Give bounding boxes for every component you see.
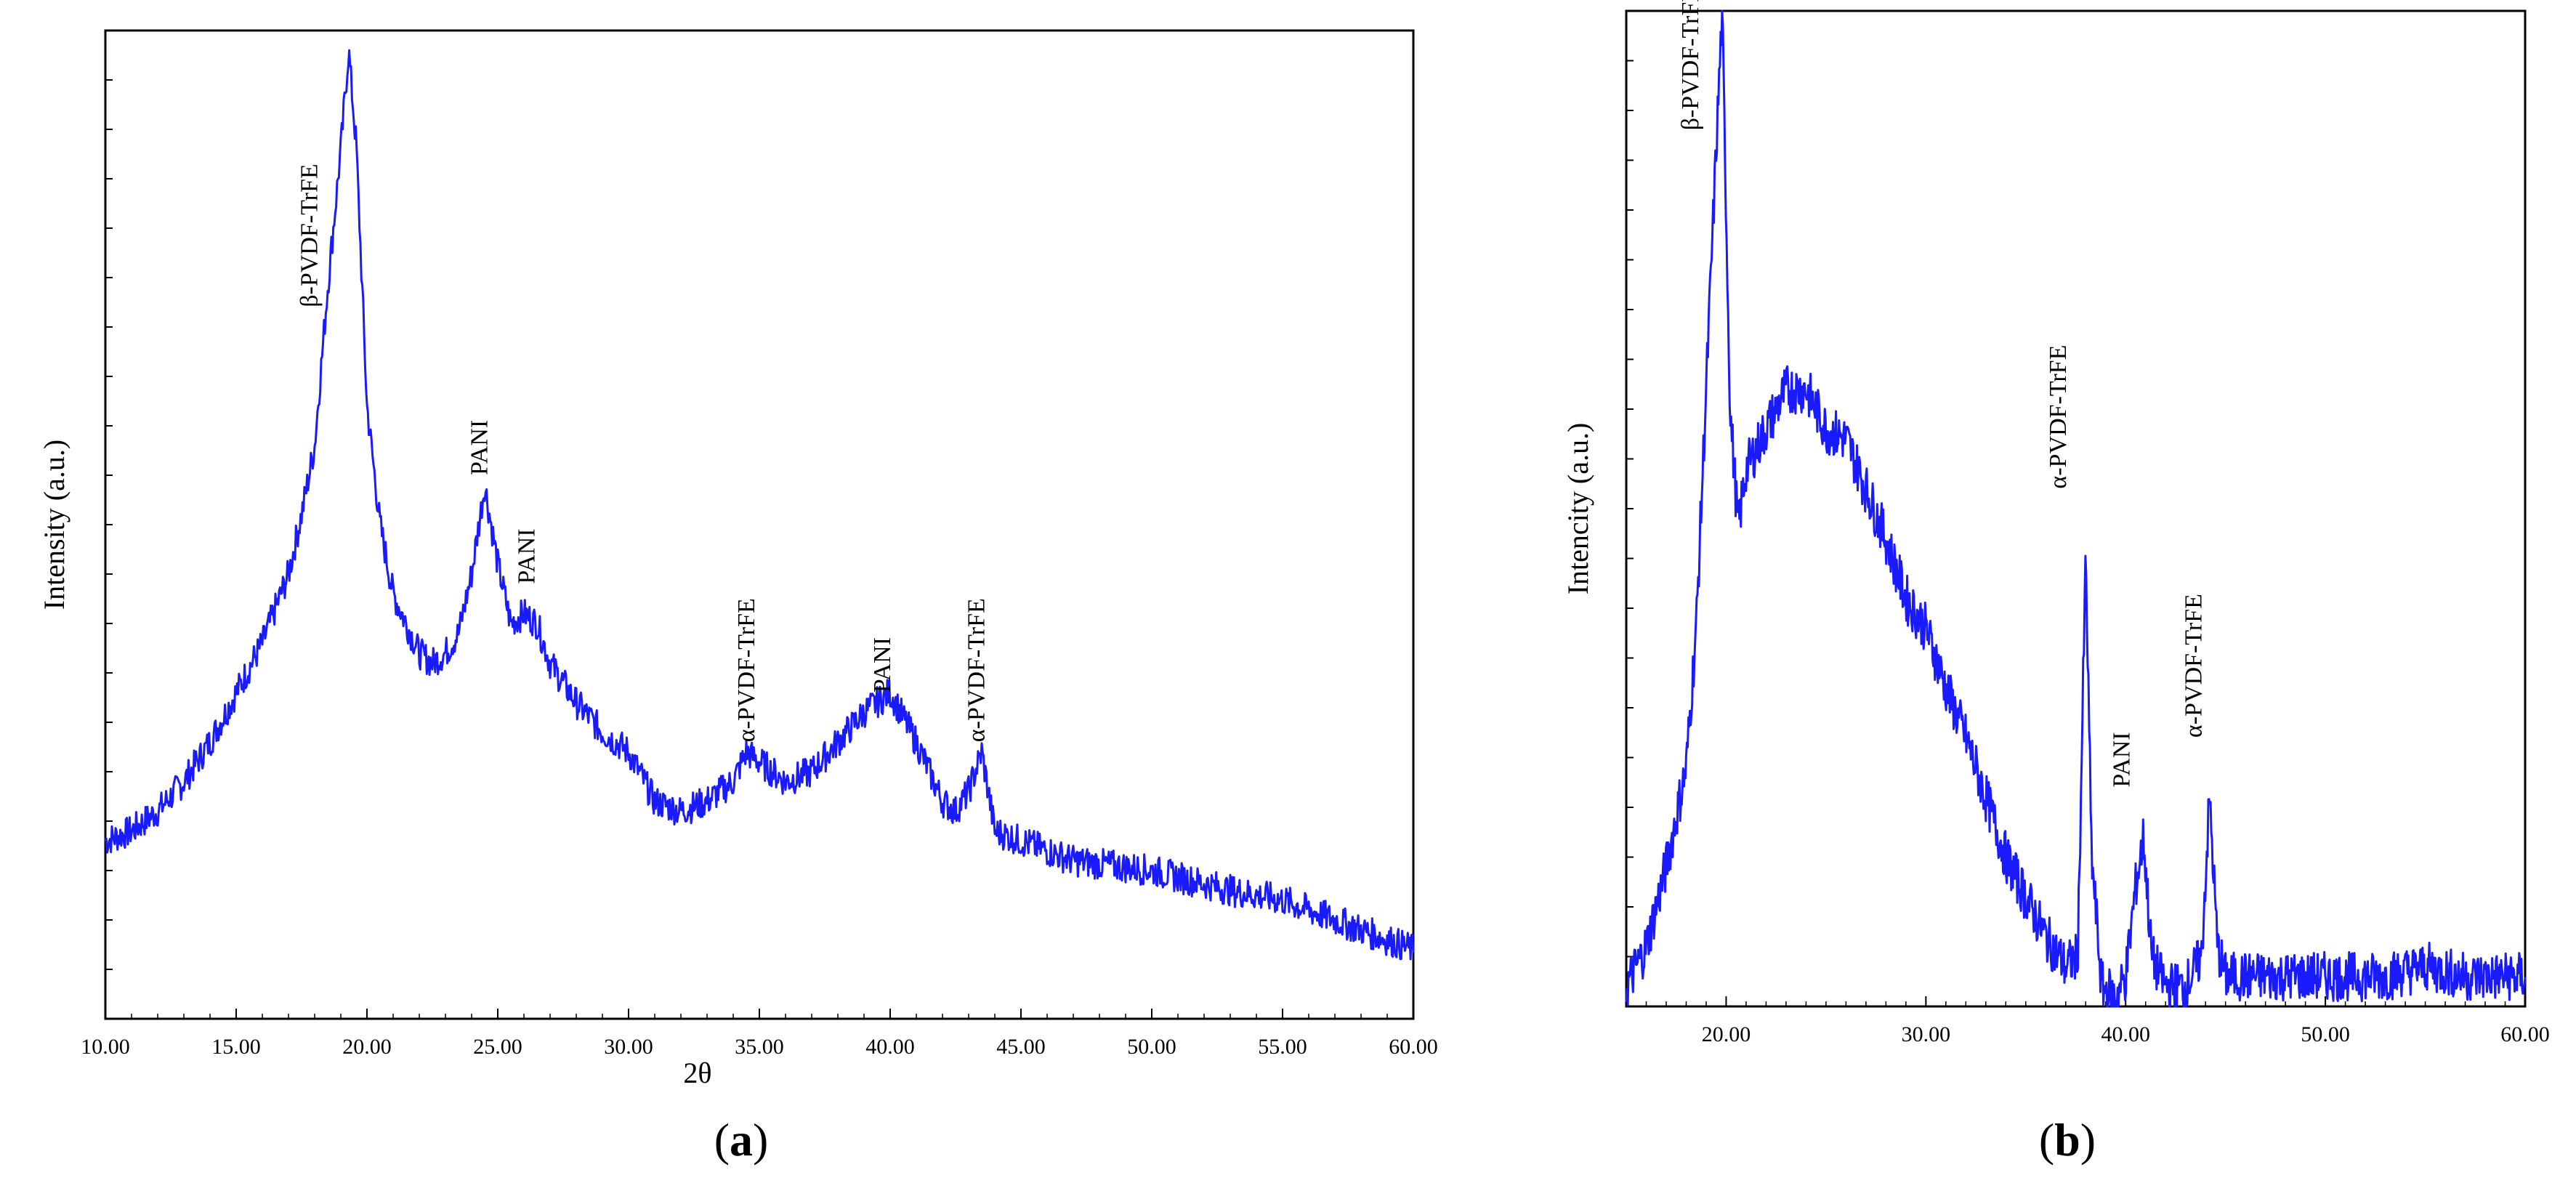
x-tick-label: 35.00 [735,1035,784,1059]
peak-annotation: PANI [513,528,540,584]
panel-a-series-line [104,49,1415,961]
peak-annotation: β-PVDF-TrFE [296,163,323,307]
panel-b-y-axis [1626,60,1634,958]
peak-annotation: PANI [2109,732,2136,787]
panel-a-caption: (a) [714,1114,769,1166]
x-tick-label: 60.00 [1389,1035,1438,1059]
x-tick-label: 55.00 [1258,1035,1307,1059]
panel-b-series-line [1625,9,2527,1008]
x-tick-label: 20.00 [1702,1022,1751,1046]
x-tick-label: 45.00 [996,1035,1046,1059]
x-tick-label: 15.00 [211,1035,261,1059]
panel-a-y-axis [105,79,113,970]
x-tick-label: 40.00 [2101,1022,2150,1046]
x-tick-label: 50.00 [2301,1022,2350,1046]
x-tick-label: 10.00 [81,1035,130,1059]
panel-a-x-axis-label: 2θ [683,1057,711,1089]
x-tick-label: 60.00 [2500,1022,2550,1046]
x-tick-label: 40.00 [865,1035,915,1059]
peak-annotation: PANI [467,420,493,475]
panel-b-caption: (b) [2039,1114,2096,1166]
peak-annotation: α-PVDF-TrFE [2181,594,2208,738]
peak-annotation: α-PVDF-TrFE [964,598,990,742]
panel-a-x-axis: 10.00 15.00 20.00 25.00 30.00 35.00 40.00 45.00… [81,1009,1438,1059]
panel-b-plot-frame [1625,9,2527,1008]
x-tick-label: 25.00 [473,1035,522,1059]
x-tick-label: 30.00 [1902,1022,1951,1046]
panel-b-x-axis: 20.00 30.00 40.00 50.00 60.00 [1626,996,2550,1046]
panel-a-chart: 10.00 15.00 20.00 25.00 30.00 35.00 40.00 45.00… [38,29,1438,1166]
panel-a-y-axis-label: Intensity (a.u.) [38,440,70,610]
peak-annotation: α-PVDF-TrFE [733,598,760,742]
panel-b-chart: 20.00 30.00 40.00 50.00 60.00 β-PVDF-TrFE α-P… [1562,0,2550,1166]
peak-annotation: β-PVDF-TrFE [1677,0,1704,130]
panel-b-y-axis-label: Intencity (a.u.) [1562,423,1594,595]
peak-annotation: α-PVDF-TrFE [2045,345,2072,489]
x-tick-label: 20.00 [342,1035,392,1059]
panel-b-peak-labels: β-PVDF-TrFE α-PVDF-TrFE PANI α-PVDF-TrFE [1677,0,2208,788]
peak-annotation: PANI [869,637,896,693]
panel-a-peak-labels: β-PVDF-TrFE PANI PANI α-PVDF-TrFE PANI α-PVDF… [296,163,990,742]
x-tick-label: 50.00 [1127,1035,1176,1059]
x-tick-label: 30.00 [604,1035,653,1059]
